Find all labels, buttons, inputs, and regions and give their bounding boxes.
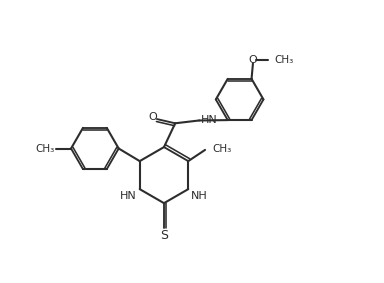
Text: HN: HN (120, 191, 137, 201)
Text: CH₃: CH₃ (274, 55, 293, 65)
Text: CH₃: CH₃ (35, 143, 54, 153)
Text: CH₃: CH₃ (212, 143, 231, 153)
Text: HN: HN (200, 115, 217, 125)
Text: O: O (148, 112, 157, 122)
Text: NH: NH (191, 191, 208, 201)
Text: S: S (160, 229, 168, 242)
Text: O: O (248, 55, 257, 65)
